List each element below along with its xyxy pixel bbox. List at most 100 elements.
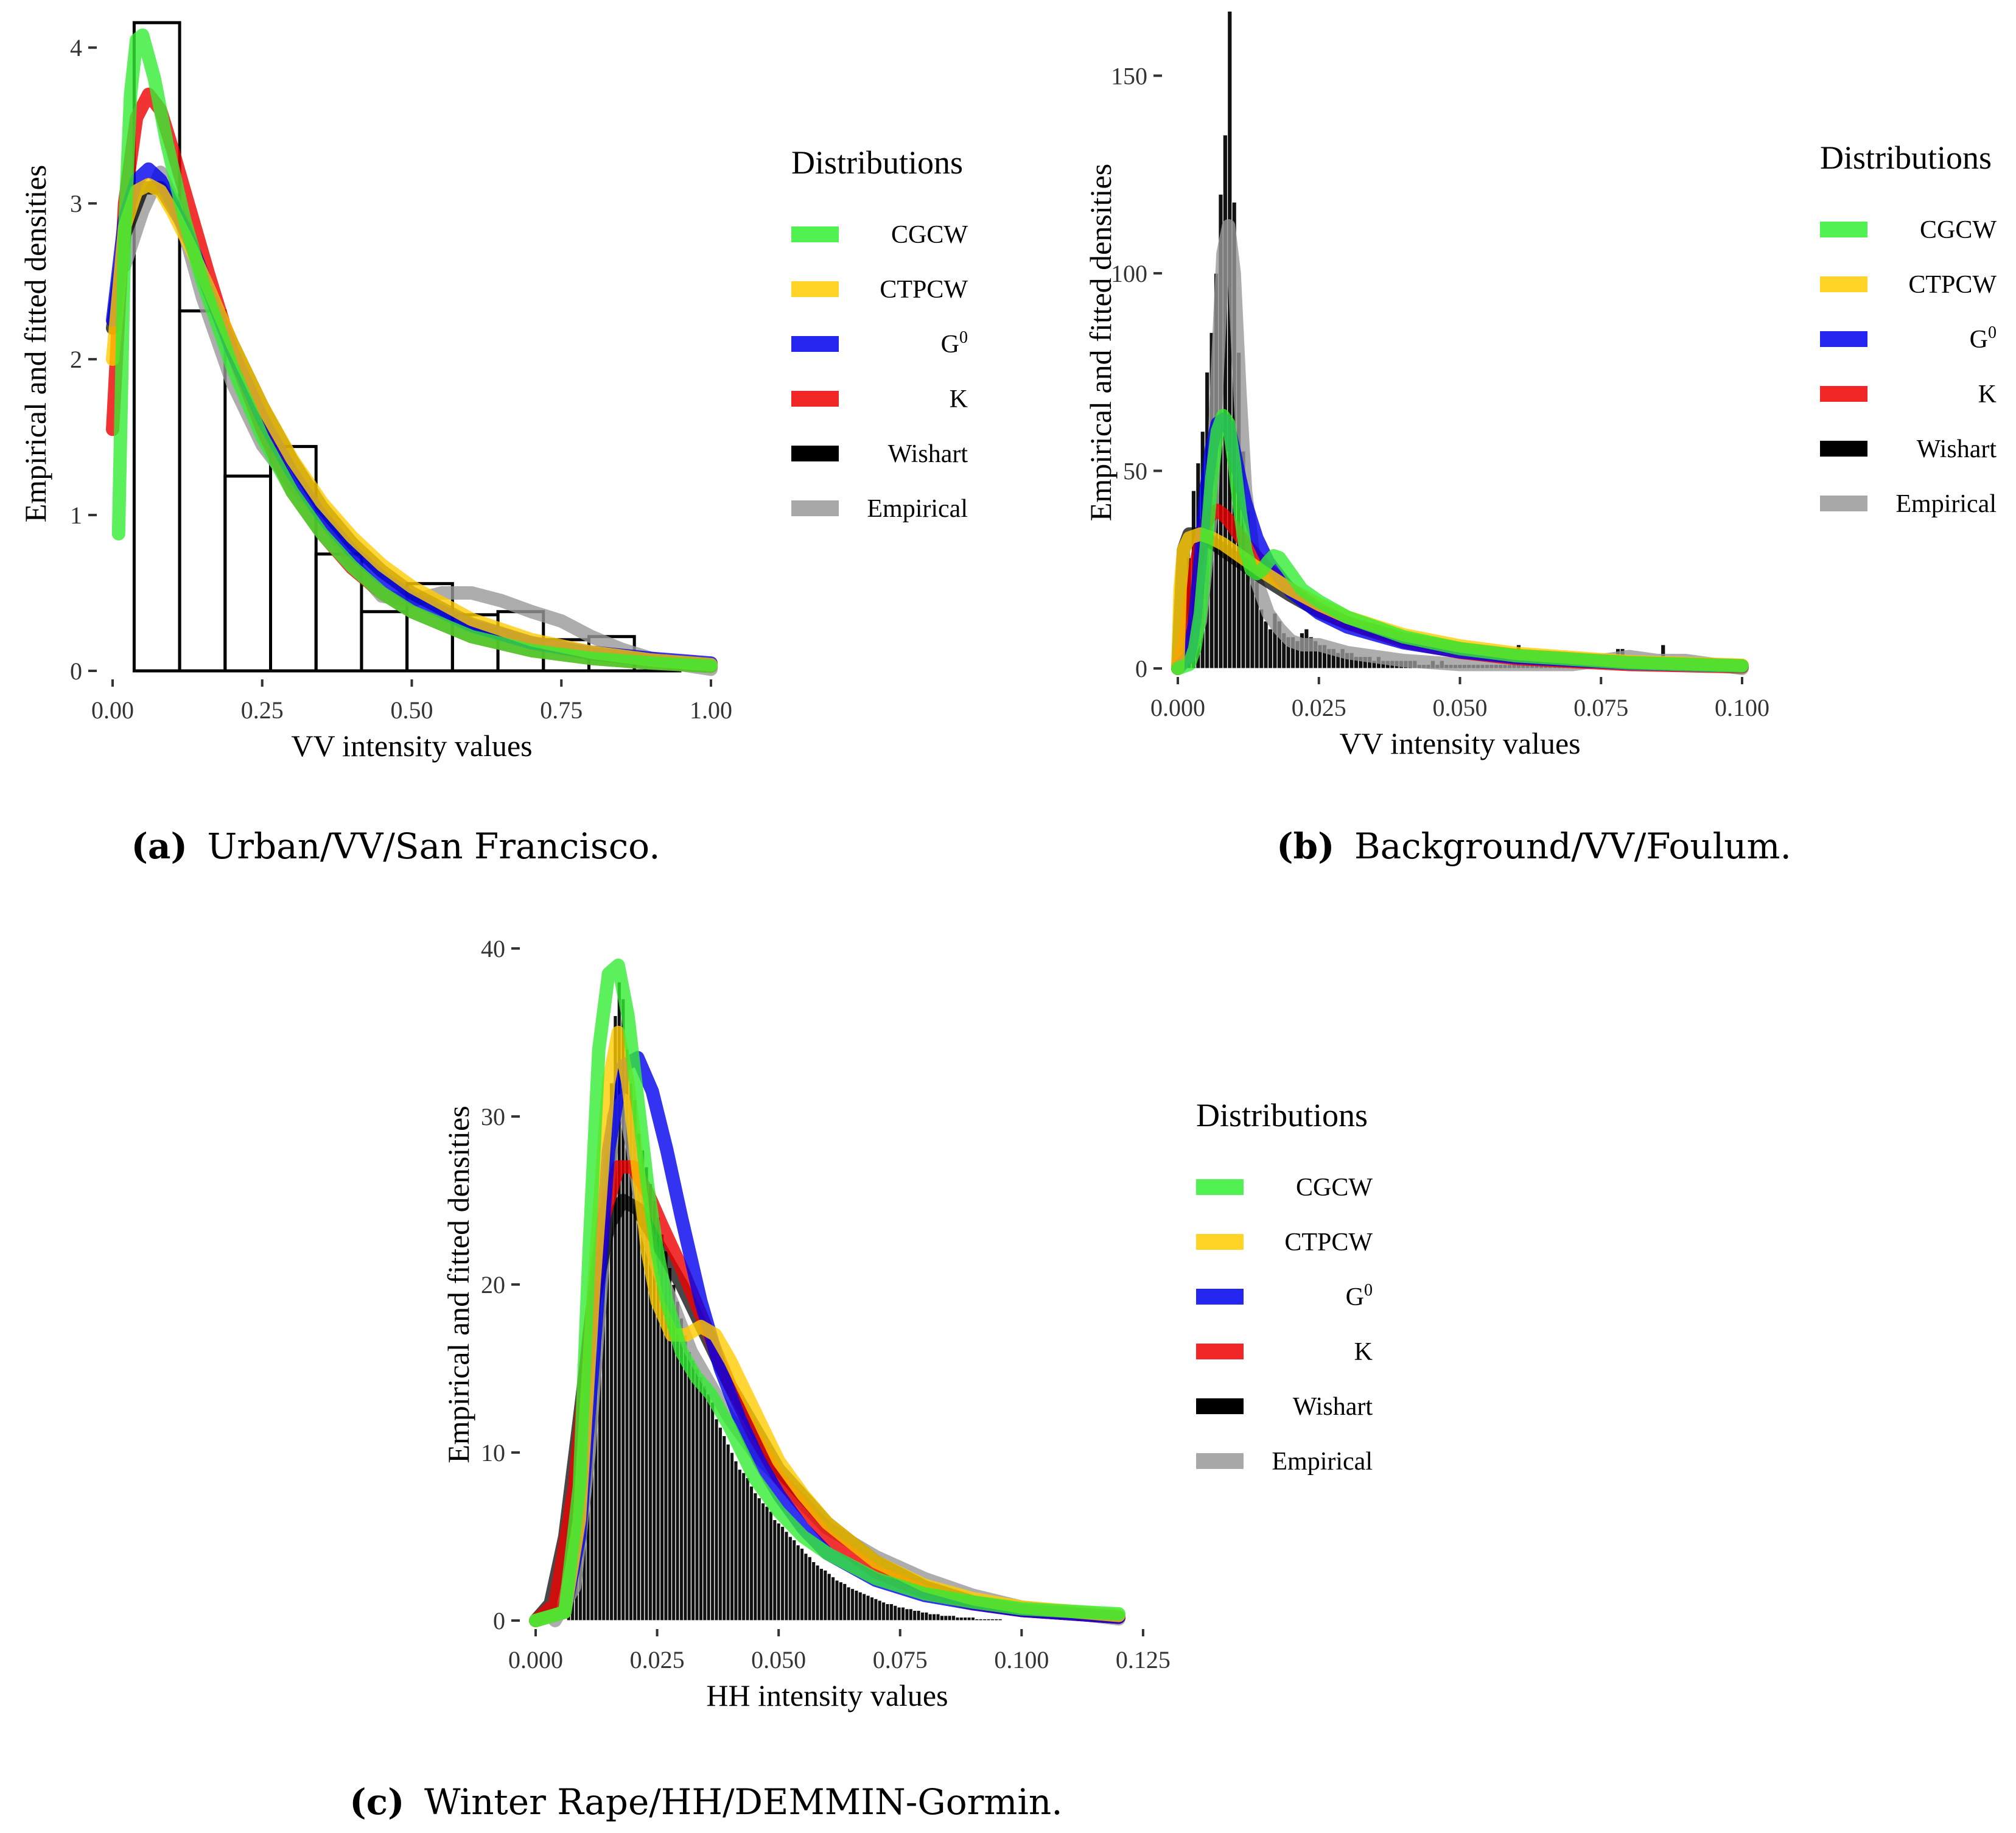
legend-key-wishart bbox=[791, 446, 839, 461]
series-ctpcw-line bbox=[529, 1026, 1125, 1627]
y-tick-label: 3 bbox=[70, 190, 82, 217]
histogram-bar bbox=[912, 1610, 917, 1621]
y-axis-label: Empirical and fitted densities bbox=[441, 1106, 475, 1463]
histogram-bar bbox=[796, 1544, 800, 1621]
legend-key-k bbox=[1820, 386, 1867, 402]
histogram-bar bbox=[776, 1523, 781, 1621]
y-tick-label: 40 bbox=[481, 935, 505, 962]
x-tick-label: 0.050 bbox=[1433, 694, 1488, 721]
histogram-bar bbox=[943, 1615, 948, 1621]
histogram-bar bbox=[360, 610, 409, 673]
density-curves bbox=[106, 28, 718, 676]
histogram-bar bbox=[869, 1596, 875, 1621]
histogram-bar bbox=[807, 1556, 813, 1621]
histogram-bar bbox=[905, 1608, 909, 1621]
legend-key-g bbox=[1820, 331, 1867, 347]
legend-key-k bbox=[791, 391, 839, 407]
y-tick-label: 1 bbox=[70, 502, 82, 529]
histogram-bar bbox=[784, 1531, 789, 1621]
histogram-bar bbox=[687, 1351, 692, 1621]
histogram-bar bbox=[803, 1553, 808, 1621]
histogram-bar bbox=[955, 1616, 960, 1621]
histogram-bar bbox=[1263, 620, 1269, 669]
histogram-bar bbox=[897, 1607, 901, 1621]
histogram-bar bbox=[920, 1611, 925, 1621]
histogram-bar bbox=[939, 1615, 945, 1621]
x-tick-label: 0.125 bbox=[1116, 1646, 1171, 1674]
y-tick-label: 0 bbox=[70, 657, 82, 685]
histogram-bar bbox=[791, 1539, 797, 1621]
y-axis-label: Empirical and fitted densities bbox=[18, 165, 52, 522]
y-tick-label: 20 bbox=[481, 1271, 505, 1299]
panel-c: 0.000 0.025 0.050 0.075 0.100 0.125 0 10 20 30 40 H… bbox=[441, 935, 1171, 1712]
x-axis-label: HH intensity values bbox=[706, 1678, 948, 1712]
legend-label-g: G0 bbox=[1970, 323, 1997, 354]
histogram-bar bbox=[178, 309, 227, 673]
legend-key-empirical bbox=[1196, 1453, 1244, 1469]
series-ctpcw-line bbox=[106, 178, 718, 671]
series-cgcw-line bbox=[1171, 408, 1749, 675]
histogram-bar bbox=[729, 1452, 735, 1621]
legend-b: Distributions CGCW CTPCW G0 K Wishart Empirica… bbox=[1820, 139, 1997, 518]
histogram-bar bbox=[1258, 609, 1264, 669]
histogram-bar bbox=[1222, 135, 1228, 669]
histogram-bar bbox=[854, 1589, 859, 1621]
histogram-bar bbox=[683, 1334, 688, 1621]
legend-label-wishart: Wishart bbox=[888, 440, 968, 468]
histogram-bar bbox=[838, 1581, 844, 1621]
histogram-bar bbox=[718, 1427, 723, 1621]
legend-label-cgcw: CGCW bbox=[891, 221, 968, 249]
panel-a: 0.00 0.25 0.50 0.75 1.00 0 1 2 3 4 VV intensity va… bbox=[18, 21, 732, 763]
series-empirical-line bbox=[1182, 219, 1749, 675]
histogram-bar bbox=[714, 1418, 719, 1621]
histogram-bar bbox=[799, 1547, 805, 1621]
legend-label-k: K bbox=[1978, 380, 1997, 408]
histogram-bar bbox=[702, 1385, 707, 1621]
caption-b-letter: (b) bbox=[1276, 825, 1334, 867]
histogram-bar bbox=[706, 1393, 711, 1621]
histogram-bar bbox=[741, 1472, 746, 1621]
histogram-bar bbox=[223, 474, 273, 673]
histogram-bar bbox=[850, 1588, 855, 1621]
histogram bbox=[566, 981, 1003, 1621]
y-tick-label: 4 bbox=[70, 34, 82, 61]
histogram-bar bbox=[757, 1497, 762, 1621]
histogram-bar bbox=[858, 1591, 863, 1621]
histogram-bar bbox=[975, 1618, 979, 1621]
x-tick-label: 0.050 bbox=[751, 1646, 806, 1674]
histogram-bar bbox=[737, 1469, 743, 1621]
legend-key-cgcw bbox=[1820, 222, 1867, 237]
legend-key-cgcw bbox=[791, 226, 839, 242]
histogram-bar bbox=[772, 1519, 777, 1621]
histogram-bar bbox=[768, 1511, 774, 1621]
caption-a: (a) Urban/VV/San Francisco. bbox=[131, 825, 660, 867]
x-tick-label: 0.00 bbox=[91, 696, 134, 724]
y-tick-label: 150 bbox=[1111, 62, 1147, 89]
axes: 0.00 0.25 0.50 0.75 1.00 0 1 2 3 4 bbox=[70, 34, 732, 724]
histogram-bar bbox=[1267, 628, 1273, 669]
legend-key-ctpcw bbox=[791, 281, 839, 297]
histogram-bar bbox=[690, 1359, 696, 1621]
legend-label-cgcw: CGCW bbox=[1920, 216, 1997, 244]
legend-key-empirical bbox=[1820, 496, 1867, 511]
legend-title: Distributions bbox=[1820, 139, 1992, 176]
x-tick-label: 0.100 bbox=[994, 1646, 1049, 1674]
legend-label-empirical: Empirical bbox=[867, 495, 968, 523]
histogram-bar bbox=[986, 1618, 991, 1621]
legend-label-ctpcw: CTPCW bbox=[1908, 271, 1997, 299]
y-tick-label: 0 bbox=[1135, 655, 1147, 682]
histogram-bar bbox=[951, 1615, 956, 1621]
legend-key-ctpcw bbox=[1196, 1234, 1244, 1250]
legend-title: Distributions bbox=[1196, 1097, 1368, 1134]
histogram-bar bbox=[892, 1605, 898, 1621]
histogram-bar bbox=[900, 1607, 906, 1621]
histogram-bar bbox=[962, 1616, 968, 1621]
y-tick-label: 30 bbox=[481, 1103, 505, 1130]
x-tick-label: 0.75 bbox=[540, 696, 583, 724]
histogram-bar bbox=[908, 1608, 914, 1621]
histogram-bar bbox=[889, 1603, 894, 1621]
histogram-bar bbox=[959, 1616, 964, 1621]
caption-b-text: Background/VV/Foulum. bbox=[1354, 825, 1791, 867]
legend-label-k: K bbox=[950, 385, 968, 413]
x-tick-label: 0.50 bbox=[391, 696, 433, 724]
